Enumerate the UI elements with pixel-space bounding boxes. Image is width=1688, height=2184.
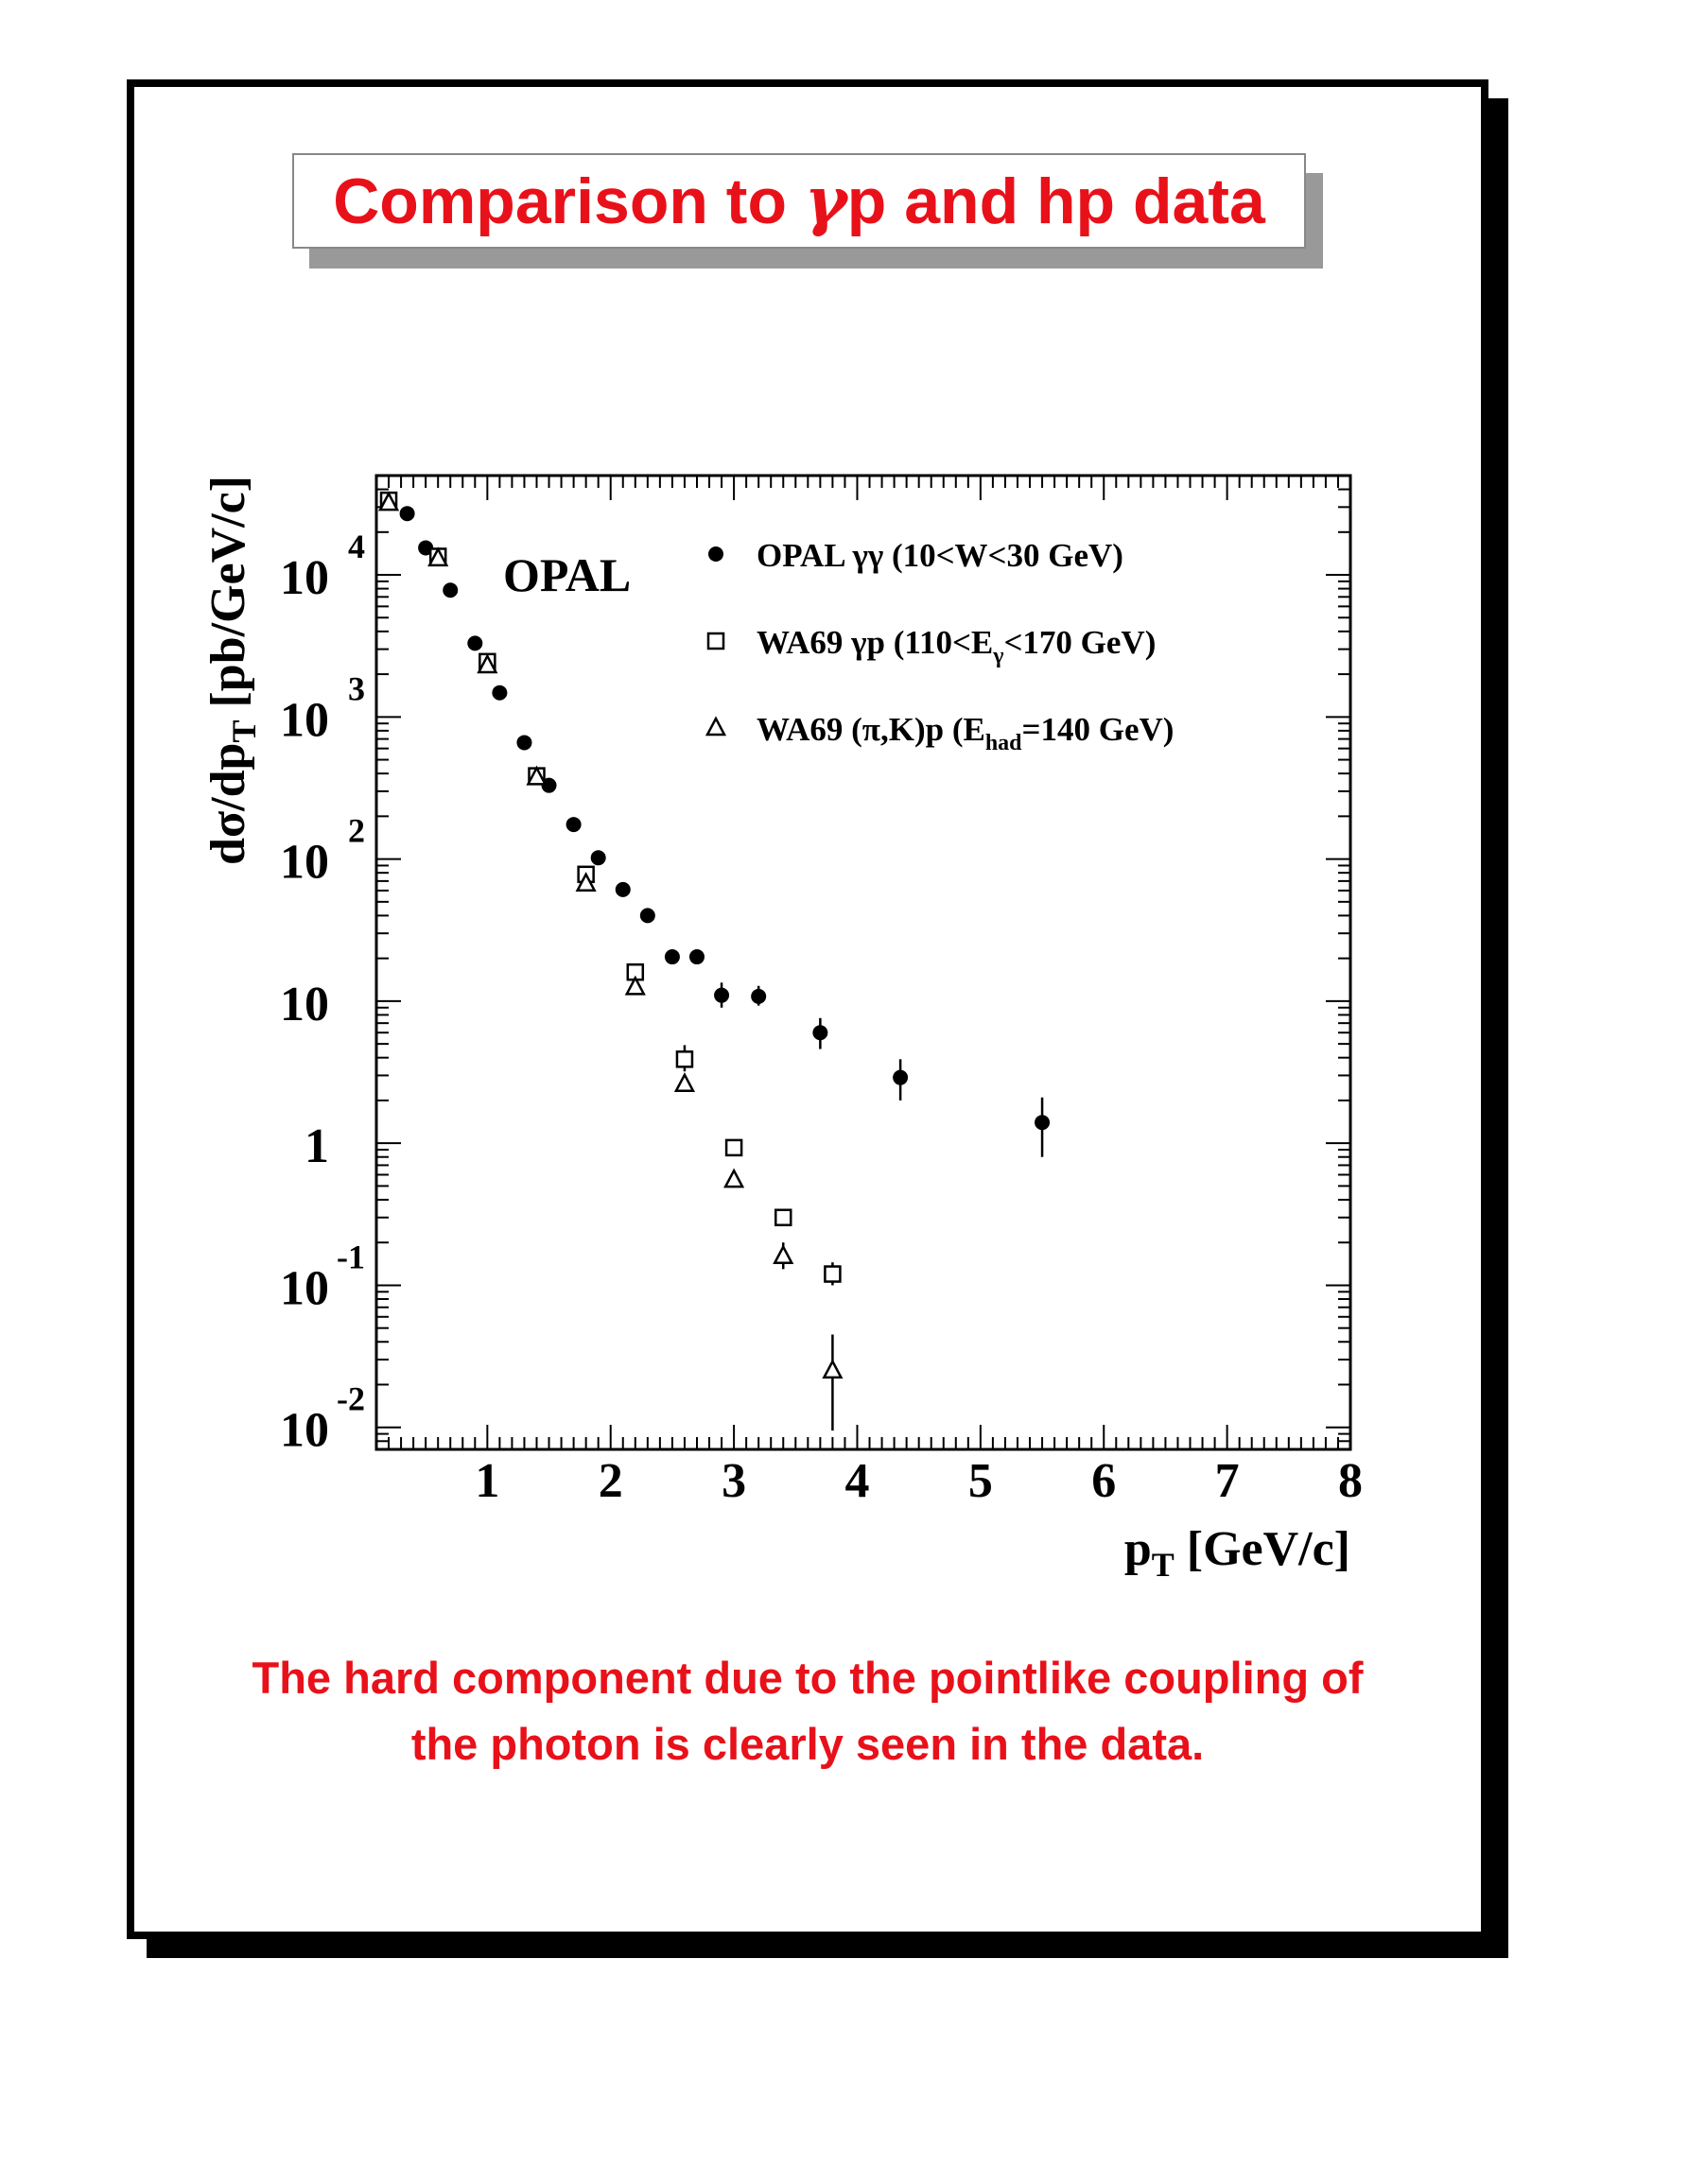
y-tick-label: 10: [280, 1261, 329, 1315]
y-tick-exponent: 3: [348, 669, 365, 707]
legend-marker: [708, 546, 723, 562]
title-prefix: Comparison to: [333, 165, 805, 237]
y-tick-label: 10: [280, 551, 329, 605]
data-point: [526, 765, 548, 786]
data-point: [399, 506, 415, 522]
x-tick-label: 5: [968, 1454, 993, 1508]
series-2: [379, 491, 842, 1286]
y-tick-label: 1: [305, 1119, 329, 1173]
data-point: [822, 1359, 844, 1379]
plot-frame: [374, 474, 1352, 1451]
data-point: [714, 987, 730, 1003]
y-tick-label: 10: [280, 693, 329, 747]
title-suffix: p and hp data: [846, 165, 1265, 237]
data-point: [812, 1025, 828, 1041]
y-tick-exponent: 2: [348, 812, 365, 850]
data-point: [492, 685, 508, 701]
y-axis-label: dσ/dpT [pb/GeV/c]: [201, 476, 263, 865]
x-axis-label: pT [GeV/c]: [1124, 1522, 1350, 1584]
data-point: [624, 975, 646, 996]
legend-marker: [705, 716, 727, 737]
series-1: [379, 494, 1051, 1157]
x-tick-label: 4: [844, 1454, 869, 1508]
caption-line-1: The hard component due to the pointlike …: [252, 1653, 1364, 1703]
data-point: [575, 872, 597, 892]
data-point: [639, 908, 655, 924]
data-point: [723, 1168, 745, 1188]
data-point: [664, 949, 680, 965]
data-point: [688, 949, 705, 965]
data-point: [427, 546, 449, 567]
y-tick-label: 10: [280, 836, 329, 890]
legend-label: OPAL γγ (10<W<30 GeV): [757, 537, 1123, 574]
series-3: [377, 491, 844, 1431]
axis-ticks-layer: [375, 475, 1351, 1450]
x-tick-label: 3: [722, 1454, 746, 1508]
data-point: [467, 635, 483, 651]
data-point: [824, 1265, 842, 1283]
data-point: [774, 1208, 792, 1226]
data-point: [566, 817, 582, 833]
data-point: [893, 1069, 909, 1085]
x-tick-label: 7: [1215, 1454, 1240, 1508]
data-point: [724, 1138, 743, 1157]
caption-line-2: the photon is clearly seen in the data.: [410, 1719, 1205, 1769]
title-greek: γ: [804, 163, 847, 239]
caption: The hard component due to the pointlike …: [127, 1645, 1488, 1777]
legend-layer: OPAL γγ (10<W<30 GeV) WA69 γp (110<Eγ<170…: [705, 537, 1174, 755]
data-point: [590, 850, 606, 866]
x-tick-label: 1: [475, 1454, 499, 1508]
y-tick-exponent: -1: [337, 1238, 365, 1275]
data-point: [477, 653, 498, 674]
plot-frame-layer: [374, 474, 1352, 1451]
data-point: [1035, 1115, 1051, 1131]
plot-label-opal: OPAL: [503, 548, 631, 601]
title-box: Comparison to γp and hp data: [292, 153, 1306, 249]
data-point: [673, 1072, 696, 1093]
y-tick-label: 10: [280, 978, 329, 1031]
data-point: [675, 1050, 694, 1068]
data-point: [773, 1244, 794, 1265]
data-point: [377, 491, 400, 511]
y-tick-label: 10: [280, 1404, 329, 1458]
y-tick-exponent: 4: [348, 528, 365, 565]
slide-title: Comparison to γp and hp data: [333, 164, 1265, 239]
x-tick-label: 2: [599, 1454, 623, 1508]
data-point: [516, 735, 532, 751]
data-point: [751, 988, 767, 1004]
legend-label: WA69 (π,K)p (Ehad=140 GeV): [757, 711, 1174, 755]
data-layer: [377, 491, 1051, 1431]
legend-label: WA69 γp (110<Eγ<170 GeV): [757, 624, 1156, 668]
data-point: [615, 881, 631, 897]
legend-marker: [706, 632, 725, 650]
x-tick-label: 6: [1091, 1454, 1116, 1508]
slide-frame: [127, 79, 1488, 1939]
x-tick-label: 8: [1338, 1454, 1363, 1508]
data-point: [443, 582, 459, 598]
y-tick-exponent: -2: [337, 1380, 365, 1418]
